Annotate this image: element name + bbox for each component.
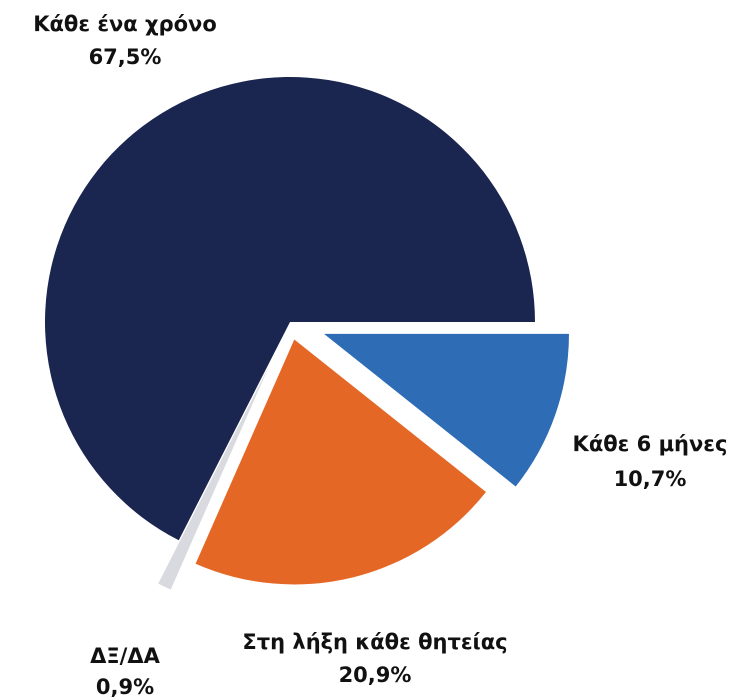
slice-value: 0,9%	[96, 675, 154, 697]
slice-label: ΔΞ/ΔΑ	[90, 644, 160, 668]
slice-label: Κάθε ένα χρόνο	[33, 12, 217, 36]
pie-slice	[323, 333, 569, 487]
slice-label: Στη λήξη κάθε θητείας	[242, 630, 507, 654]
slice-value: 67,5%	[89, 45, 162, 69]
pie-slice	[195, 339, 486, 585]
slice-value: 20,9%	[339, 663, 412, 687]
pie-slice	[44, 76, 535, 541]
slice-value: 10,7%	[614, 467, 687, 491]
pie-slice	[158, 365, 270, 590]
slice-label: Κάθε 6 μήνες	[573, 432, 728, 456]
